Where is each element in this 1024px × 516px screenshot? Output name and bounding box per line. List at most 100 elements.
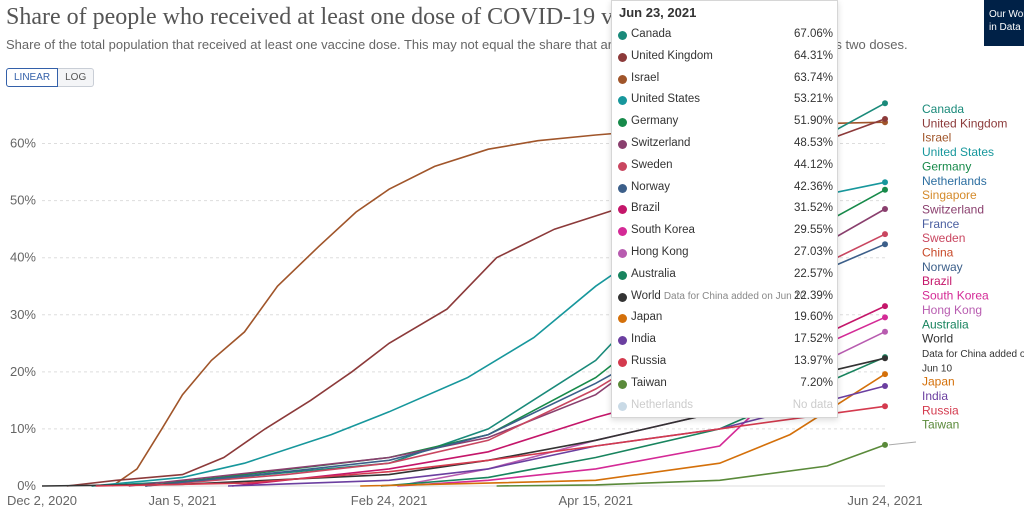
series-end-dot-sweden <box>882 231 888 238</box>
tooltip-entity-name: United States <box>631 93 701 106</box>
series-line-japan <box>360 373 886 487</box>
scale-toggle: LINEAR LOG <box>6 68 95 87</box>
tooltip-color-dot <box>618 74 627 84</box>
tooltip-color-dot <box>618 314 627 324</box>
tooltip-entity-name: Brazil <box>631 202 660 215</box>
tooltip-color-dot <box>618 96 627 106</box>
tooltip-row-japan: Japan 19.60% <box>618 310 833 328</box>
series-line-russia <box>95 405 886 487</box>
series-end-dot-germany <box>882 186 888 193</box>
tooltip-value: 44.12% <box>793 158 833 171</box>
tooltip-row-india: India 17.52% <box>618 332 833 350</box>
tooltip-color-dot <box>618 249 627 258</box>
end-label-china: China <box>922 246 954 260</box>
tooltip-value: 17.52% <box>793 333 833 346</box>
series-end-dot-india <box>882 383 888 390</box>
tooltip-value: 53.21% <box>793 93 833 106</box>
tooltip-color-dot <box>618 161 627 171</box>
tooltip: Jun 23, 2021 Canada 67.06% United Kingdom 6… <box>611 0 838 418</box>
end-label-canada: Canada <box>922 102 964 116</box>
tooltip-color-dot <box>618 227 627 237</box>
log-scale-button[interactable]: LOG <box>58 68 95 87</box>
tooltip-color-dot <box>618 292 627 302</box>
end-label-netherlands: Netherlands <box>922 174 987 188</box>
tooltip-entity-name: Russia <box>631 355 667 367</box>
series-end-dot-switzerland <box>882 206 888 213</box>
tooltip-row-canada: Canada 67.06% <box>618 27 833 45</box>
tooltip-color-dot <box>618 401 627 411</box>
end-label-brazil: Brazil <box>922 274 952 288</box>
tooltip-entity-name: Netherlands <box>631 398 694 411</box>
tooltip-row-russia: Russia 13.97% <box>618 354 833 372</box>
series-end-dot-canada <box>882 100 888 107</box>
tooltip-date: Jun 23, 2021 <box>619 5 697 20</box>
x-tick-label: Jun 24, 2021 <box>847 493 922 508</box>
y-tick-label: 50% <box>10 193 36 208</box>
y-tick-label: 10% <box>10 421 36 436</box>
series-line-israel <box>111 121 886 487</box>
tooltip-value: 7.20% <box>800 376 833 389</box>
tooltip-row-taiwan: Taiwan 7.20% <box>618 376 833 394</box>
linear-scale-button[interactable]: LINEAR <box>6 68 59 87</box>
end-label-india: India <box>922 389 948 403</box>
tooltip-row-germany: Germany 51.90% <box>618 114 833 132</box>
end-label-south-korea: South Korea <box>922 289 989 303</box>
chart-title: Share of people who received at least on… <box>6 4 675 30</box>
tooltip-value: 42.36% <box>793 180 833 193</box>
tooltip-row-norway: Norway 42.36% <box>618 180 833 198</box>
tooltip-value: 29.55% <box>793 224 833 237</box>
end-label-israel: Israel <box>922 131 951 145</box>
tooltip-value: 27.03% <box>793 246 833 258</box>
x-tick-label: Feb 24, 2021 <box>351 493 428 508</box>
tooltip-color-dot <box>618 52 627 62</box>
end-label-singapore: Singapore <box>922 188 977 202</box>
end-label-switzerland: Switzerland <box>922 202 984 216</box>
tooltip-entity-name: Japan <box>631 311 663 324</box>
owid-logo[interactable]: Our World in Data <box>984 0 1024 46</box>
series-end-dot-norway <box>882 241 888 248</box>
tooltip-value: 13.97% <box>793 355 833 367</box>
tooltip-entity-name: Switzerland <box>631 137 691 149</box>
tooltip-entity-name: Hong Kong <box>631 246 689 258</box>
tooltip-color-dot <box>618 358 627 367</box>
x-tick-label: Jan 5, 2021 <box>149 493 217 508</box>
series-end-dot-united-states <box>882 179 888 186</box>
tooltip-value: 67.06% <box>793 28 833 40</box>
end-label-united-kingdom: United Kingdom <box>922 116 1007 130</box>
tooltip-color-dot <box>618 270 627 280</box>
end-label-united-states: United States <box>922 145 994 159</box>
series-line-india <box>227 385 886 487</box>
tooltip-row-south-korea: South Korea 29.55% <box>618 223 833 241</box>
series-end-dot-world <box>882 355 888 362</box>
tooltip-color-dot <box>618 140 627 149</box>
series-end-dot-united-kingdom <box>882 115 888 122</box>
series-end-dot-russia <box>882 403 888 410</box>
logo-line-1: Our World <box>989 9 1024 20</box>
tooltip-row-switzerland: Switzerland 48.53% <box>618 136 833 154</box>
x-tick-label: Dec 2, 2020 <box>7 493 77 508</box>
y-tick-label: 60% <box>10 136 36 151</box>
logo-line-2: in Data <box>989 22 1021 33</box>
end-label-australia: Australia <box>922 317 969 331</box>
tooltip-row-united-kingdom: United Kingdom 64.31% <box>618 49 833 67</box>
series-end-dot-japan <box>882 371 888 378</box>
tooltip-row-australia: Australia 22.57% <box>618 267 833 285</box>
y-tick-label: 20% <box>10 364 36 379</box>
end-label-germany: Germany <box>922 159 971 173</box>
series-end-dot-brazil <box>882 303 888 310</box>
tooltip-entity-name: Canada <box>631 28 672 40</box>
tooltip-entity-name: Israel <box>631 71 660 84</box>
tooltip-value: 48.53% <box>793 137 833 149</box>
tooltip-color-dot <box>618 205 627 215</box>
tooltip-value: 22.39% <box>793 289 833 302</box>
tooltip-color-dot <box>618 31 627 40</box>
tooltip-row-netherlands: Netherlands No data <box>618 398 833 416</box>
tooltip-row-brazil: Brazil 31.52% <box>618 201 833 219</box>
tooltip-color-dot <box>618 183 627 193</box>
tooltip-value: 51.90% <box>793 115 833 128</box>
tooltip-entity-name: Taiwan <box>631 376 667 389</box>
tooltip-color-dot <box>618 118 627 128</box>
series-end-dot-south-korea <box>882 314 888 321</box>
tooltip-entity-name: Sweden <box>631 158 673 171</box>
